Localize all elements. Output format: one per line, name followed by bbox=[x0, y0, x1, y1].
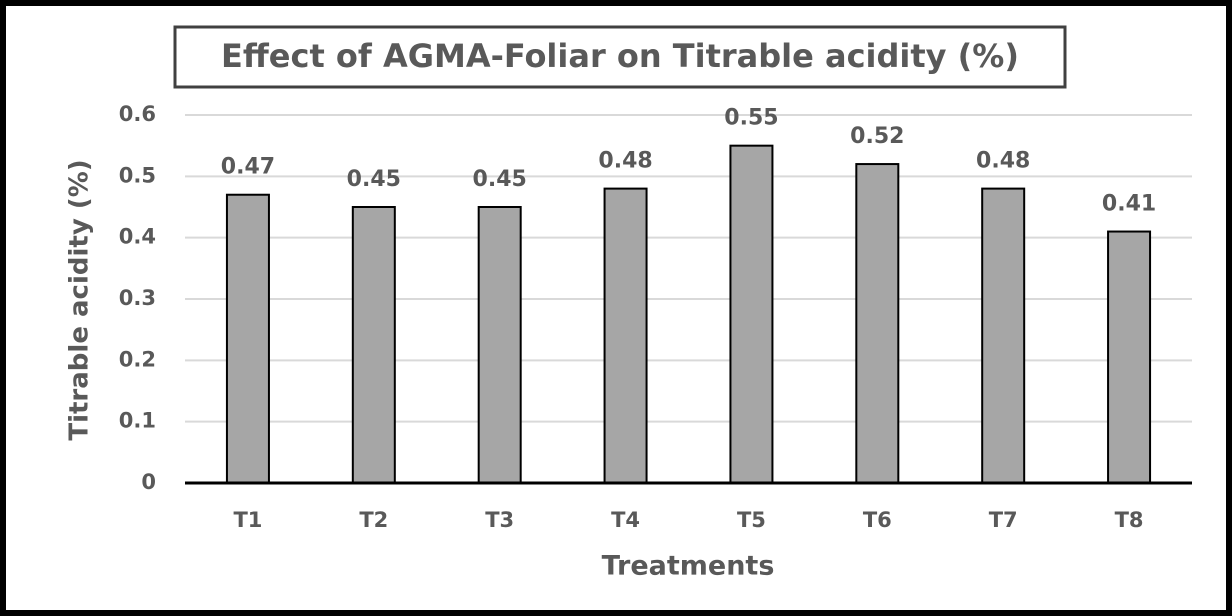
y-tick-label: 0.2 bbox=[119, 347, 156, 371]
data-label: 0.41 bbox=[1102, 192, 1156, 217]
data-label: 0.52 bbox=[850, 124, 904, 149]
data-label: 0.45 bbox=[347, 167, 401, 192]
bar bbox=[855, 163, 900, 484]
bar bbox=[351, 206, 396, 484]
data-label: 0.48 bbox=[598, 149, 652, 174]
x-tick-label: T2 bbox=[359, 508, 388, 532]
data-label: 0.47 bbox=[221, 155, 275, 180]
x-tick-label: T8 bbox=[1115, 508, 1144, 532]
x-tick-label: T5 bbox=[737, 508, 766, 532]
x-tick-label: T1 bbox=[233, 508, 262, 532]
title-box bbox=[173, 25, 1067, 89]
data-label: 0.45 bbox=[473, 167, 527, 192]
x-tick-label: T4 bbox=[611, 508, 640, 532]
data-label: 0.48 bbox=[976, 149, 1030, 174]
y-tick-label: 0.4 bbox=[119, 225, 156, 249]
x-tick-label: T3 bbox=[485, 508, 514, 532]
y-tick-label: 0.3 bbox=[119, 286, 156, 310]
data-label: 0.55 bbox=[724, 106, 778, 131]
y-tick-label: 0.6 bbox=[119, 102, 156, 126]
bar bbox=[225, 193, 270, 484]
y-tick-label: 0 bbox=[141, 470, 156, 494]
x-axis-label: Treatments bbox=[602, 551, 775, 582]
chart-title: Effect of AGMA-Foliar on Titrable acidit… bbox=[221, 37, 1019, 75]
bar bbox=[729, 144, 774, 485]
y-tick-label: 0.1 bbox=[119, 409, 156, 433]
bar bbox=[603, 187, 648, 484]
y-tick-label: 0.5 bbox=[119, 163, 156, 187]
bar bbox=[1107, 230, 1152, 484]
y-axis-label: Titrable acidity (%) bbox=[65, 159, 95, 440]
bar bbox=[477, 206, 522, 484]
bar bbox=[981, 187, 1026, 484]
x-tick-label: T6 bbox=[863, 508, 892, 532]
x-tick-label: T7 bbox=[989, 508, 1018, 532]
